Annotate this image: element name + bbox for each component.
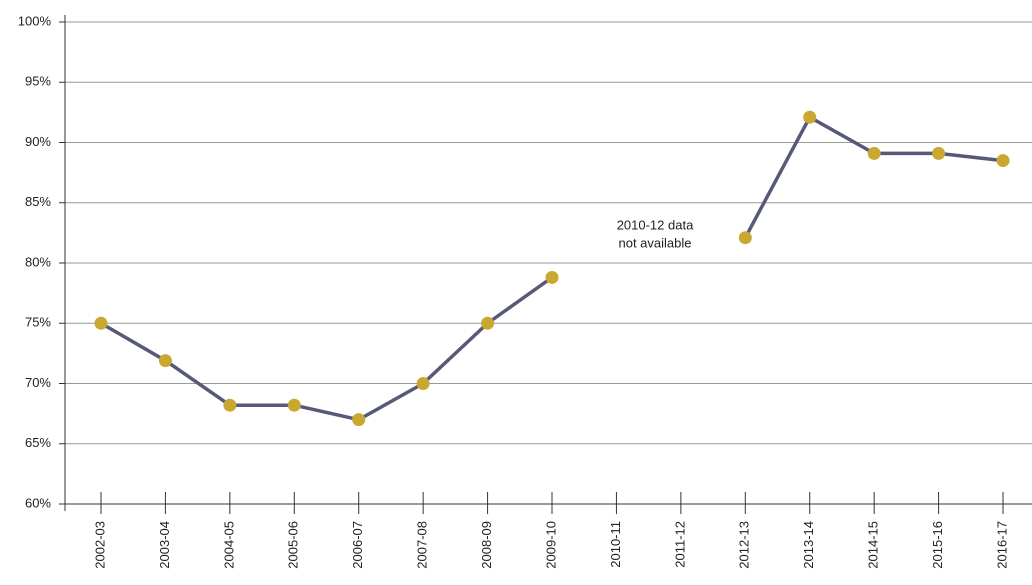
y-tick-label: 80% <box>25 254 51 269</box>
x-tick-label: 2008-09 <box>479 521 494 569</box>
point <box>481 316 495 330</box>
annotation: not available <box>619 235 692 250</box>
y-tick-label: 65% <box>25 435 51 450</box>
x-tick-label: 2010-11 <box>608 521 623 568</box>
x-tick-label: 2002-03 <box>92 521 107 569</box>
y-tick-label: 60% <box>25 495 51 510</box>
y-tick-label: 95% <box>25 74 51 89</box>
annotation: 2010-12 data <box>617 217 694 232</box>
point <box>996 154 1010 168</box>
x-tick-label: 2016-17 <box>994 521 1009 569</box>
point <box>416 377 430 390</box>
point <box>287 398 301 412</box>
x-tick-label: 2013-14 <box>801 521 816 569</box>
x-tick-label: 2009-10 <box>543 521 558 569</box>
y-tick-label: 100% <box>18 13 52 28</box>
point <box>352 413 366 427</box>
y-tick-label: 85% <box>25 194 51 209</box>
y-tick-label: 90% <box>25 134 51 149</box>
point <box>803 110 817 124</box>
y-tick-label: 70% <box>25 375 51 390</box>
point <box>867 146 881 160</box>
x-tick-label: 2007-08 <box>415 521 430 569</box>
point <box>738 231 752 245</box>
x-tick-label: 2004-05 <box>221 521 236 569</box>
x-tick-label: 2011-12 <box>672 521 687 568</box>
x-tick-label: 2006-07 <box>350 521 365 569</box>
point <box>158 354 172 368</box>
point <box>932 146 946 160</box>
point <box>223 398 237 412</box>
point <box>545 270 559 284</box>
x-tick-label: 2012-13 <box>737 521 752 569</box>
line <box>100 115 1004 422</box>
x-tick-label: 2005-06 <box>286 521 301 569</box>
point <box>94 316 108 330</box>
x-tick-label: 2014-15 <box>866 521 881 569</box>
y-tick-label: 75% <box>25 315 51 330</box>
x-tick-label: 2015-16 <box>930 521 945 569</box>
x-tick-label: 2003-04 <box>157 521 172 569</box>
